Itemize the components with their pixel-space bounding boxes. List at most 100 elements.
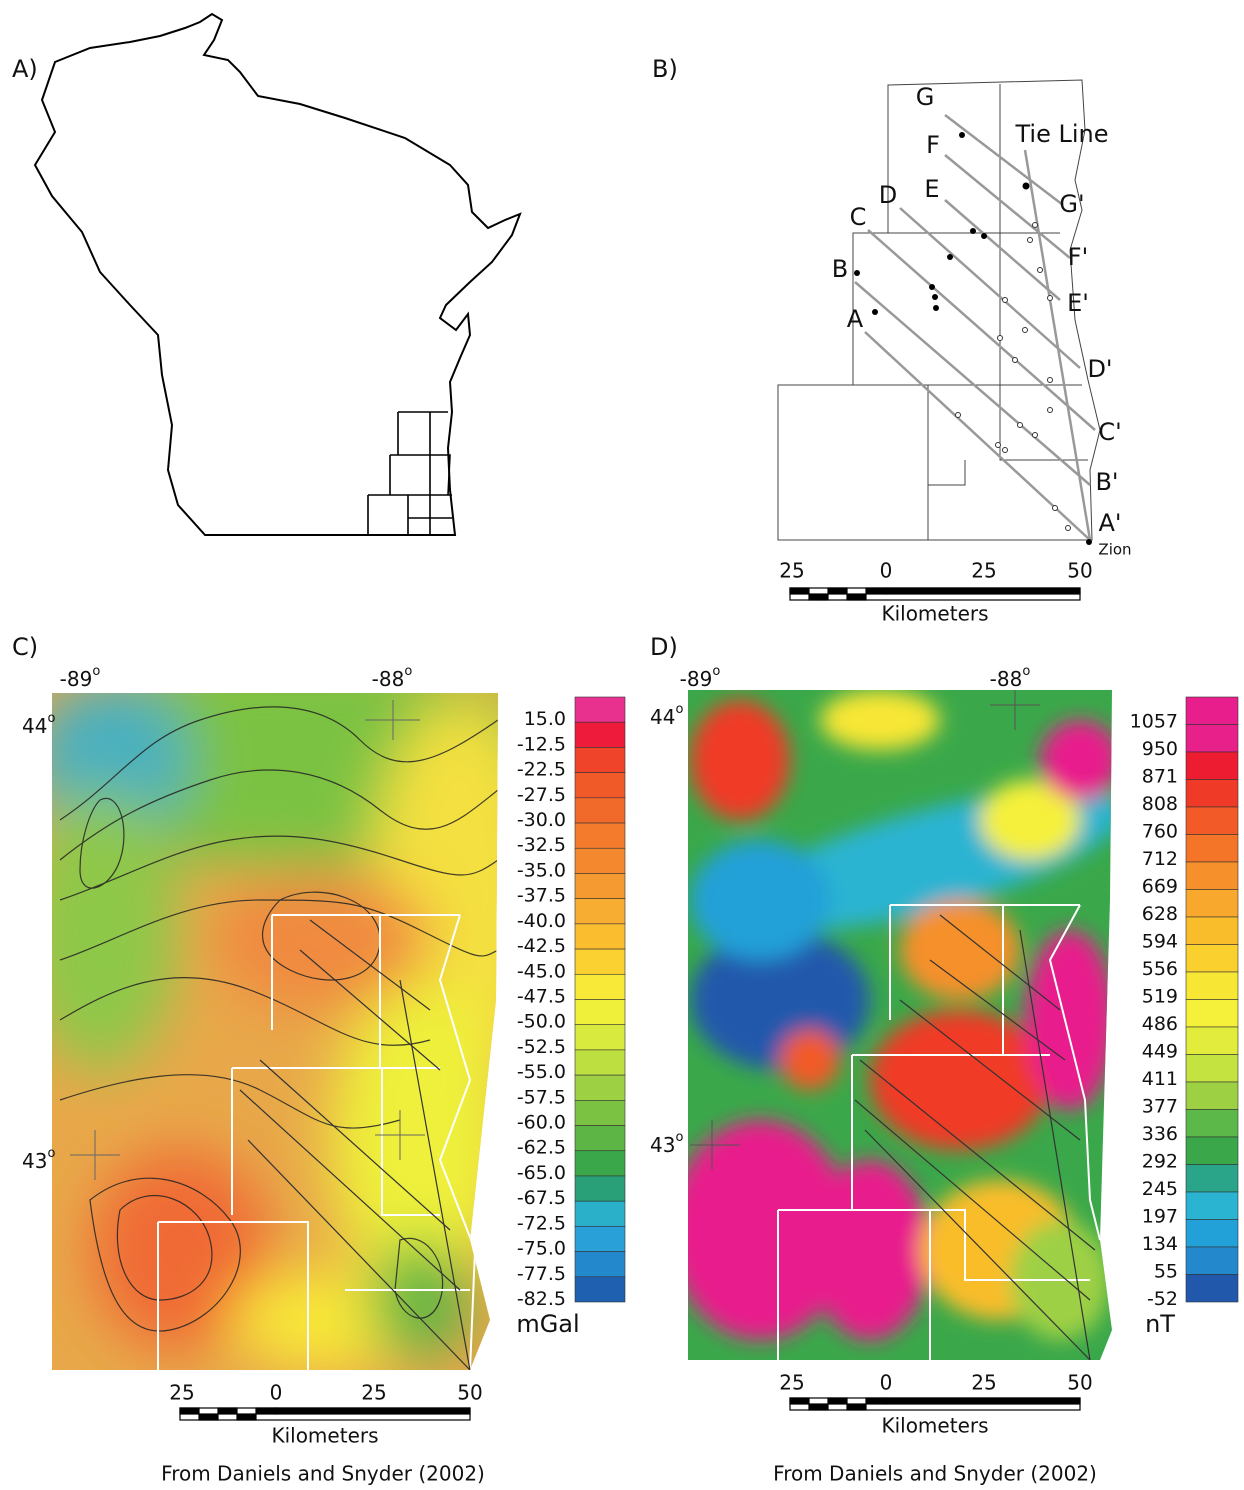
colorbar-cell — [1185, 779, 1239, 808]
colorbar-cell — [1185, 1054, 1239, 1083]
longitude-label-sup: o — [92, 664, 100, 679]
colorbar-cell — [1185, 751, 1239, 780]
longitude-label-sup: o — [1022, 664, 1030, 679]
county-boxes — [367, 411, 452, 535]
colorbar-unit: nT — [1145, 1310, 1175, 1338]
profile-end-label: B' — [1095, 468, 1118, 496]
colorbar-cell — [574, 1024, 626, 1051]
colorbar-label: 377 — [1142, 1095, 1178, 1117]
station-label: Zion — [1098, 541, 1131, 559]
colorbar-cell — [1185, 971, 1239, 1000]
scale-tick-label: 0 — [880, 559, 893, 583]
contours — [59, 706, 498, 1332]
colorbar-cell — [1185, 1219, 1239, 1248]
colorbar-label: 594 — [1142, 930, 1178, 952]
longitude-label-sup: o — [712, 664, 720, 679]
panel-label: D) — [650, 633, 678, 661]
latitude-label-value: 44 — [650, 705, 675, 729]
profile-start-label: D — [879, 181, 897, 209]
colorbar-label: -42.5 — [517, 935, 566, 957]
scale-unit: Kilometers — [271, 1424, 378, 1448]
profile-lines-d — [854, 914, 1096, 1360]
colorbar-label: -65.0 — [517, 1162, 566, 1184]
profile-start-label: A — [847, 305, 864, 333]
colorbar-cell — [574, 973, 626, 1000]
scale-tick-label: 25 — [779, 559, 804, 583]
profile-lines — [854, 114, 1096, 541]
tie-line-label: Tie Line — [1015, 120, 1109, 148]
colorbar-label: -60.0 — [517, 1112, 566, 1134]
credit: From Daniels and Snyder (2002) — [161, 1462, 485, 1486]
panel-label: B) — [652, 55, 678, 83]
longitude-label: -89o — [60, 664, 101, 691]
colorbar-cell — [574, 1251, 626, 1278]
colorbar-label: 292 — [1142, 1150, 1178, 1172]
latitude-label-sup: o — [675, 702, 683, 717]
colorbar-label: 134 — [1142, 1233, 1178, 1255]
colorbar-label: -75.0 — [517, 1238, 566, 1260]
profile-end-label: E' — [1067, 289, 1089, 317]
scale-tick-label: 50 — [457, 1381, 482, 1405]
colorbar-cell — [574, 721, 626, 748]
latitude-label: 44o — [650, 702, 683, 729]
profile-start-label: E — [924, 175, 939, 203]
longitude-label-value: -89 — [680, 667, 713, 691]
profile-end-label: G' — [1059, 190, 1084, 218]
state-outline — [33, 12, 522, 536]
scale-bar-b — [789, 587, 1081, 601]
profile-start-label: G — [916, 83, 935, 111]
colorbar-cell — [574, 1226, 626, 1252]
profile-start-label: C — [850, 203, 867, 231]
colorbar-label: -30.0 — [517, 809, 566, 831]
scale-tick-label: 0 — [880, 1371, 893, 1395]
colorbar-cell — [574, 1175, 626, 1202]
colorbar-label: -55.0 — [517, 1061, 566, 1083]
colorbar-cell — [1185, 999, 1239, 1028]
colorbar-label: -52 — [1147, 1288, 1178, 1310]
colorbar-cell — [574, 1049, 626, 1076]
colorbar-cell — [574, 1276, 626, 1303]
colorbar-label: 950 — [1142, 738, 1178, 760]
colorbar-cell — [1185, 724, 1239, 753]
colorbar-label: -35.0 — [517, 859, 566, 881]
colorbar-label: 808 — [1142, 793, 1178, 815]
colorbar-cell — [574, 822, 626, 849]
latitude-label-value: 44 — [22, 714, 47, 738]
colorbar-cell — [574, 1150, 626, 1177]
colorbar-cell — [574, 898, 626, 925]
latitude-label-value: 43 — [22, 1149, 47, 1173]
colorbar-cell — [574, 948, 626, 975]
latitude-label-value: 43 — [650, 1133, 675, 1157]
scale-bar-d — [789, 1397, 1081, 1411]
colorbar-cell — [1185, 916, 1239, 945]
latitude-label: 43o — [22, 1146, 55, 1173]
colorbar-cell — [574, 847, 626, 874]
credit: From Daniels and Snyder (2002) — [773, 1462, 1097, 1486]
profile-start-label: F — [926, 131, 940, 159]
scale-tick-label: 50 — [1067, 1371, 1092, 1395]
colorbar-cell — [1185, 834, 1239, 863]
colorbar-cell — [574, 1125, 626, 1152]
colorbar-label: -40.0 — [517, 910, 566, 932]
latitude-label-sup: o — [675, 1130, 683, 1145]
longitude-label-value: -89 — [60, 667, 93, 691]
colorbar-label: -77.5 — [517, 1263, 566, 1285]
colorbar-label: 556 — [1142, 958, 1178, 980]
scale-unit: Kilometers — [881, 1414, 988, 1438]
colorbar-cell — [1185, 1274, 1239, 1303]
colorbar-cell — [1185, 944, 1239, 973]
profile-lines-c — [239, 919, 471, 1370]
colorbar-label: 411 — [1142, 1068, 1178, 1090]
colorbar-label: 55 — [1154, 1260, 1178, 1282]
colorbar-label: -72.5 — [517, 1212, 566, 1234]
longitude-label: -88o — [372, 664, 413, 691]
longitude-label-value: -88 — [372, 667, 405, 691]
colorbar-label: 871 — [1142, 765, 1178, 787]
colorbar-label: 760 — [1142, 820, 1178, 842]
scale-bar-c — [179, 1407, 471, 1421]
survey-lines — [157, 914, 477, 1370]
colorbar-cell — [574, 747, 626, 773]
map-c — [52, 693, 498, 1370]
colorbar-label: 628 — [1142, 903, 1178, 925]
